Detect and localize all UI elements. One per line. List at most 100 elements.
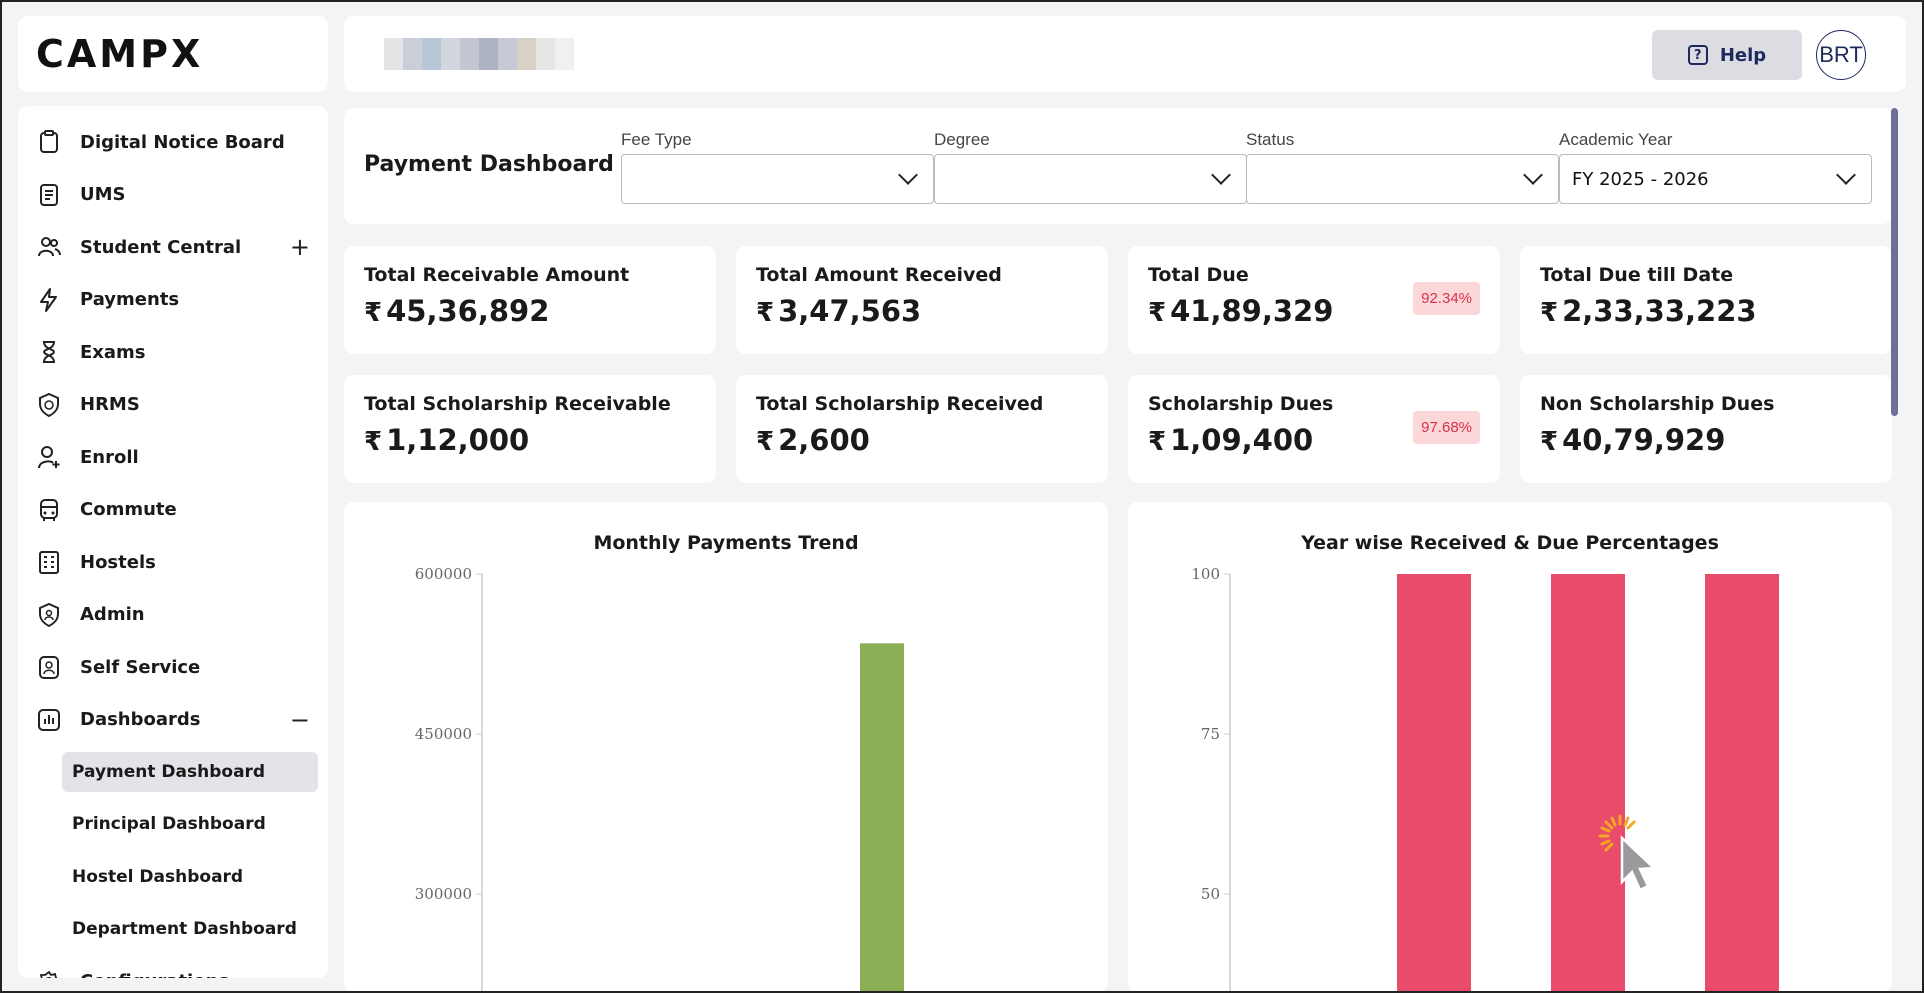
sidebar-item-hrms[interactable]: HRMS <box>18 379 328 432</box>
sidebar-item-exams[interactable]: Exams <box>18 326 328 379</box>
fee-type-select[interactable] <box>621 154 934 204</box>
sidebar-item-ums[interactable]: UMS <box>18 169 328 222</box>
document-icon <box>36 182 62 208</box>
percentage-badge: 92.34% <box>1413 282 1480 315</box>
user-avatar[interactable]: BRT <box>1816 30 1866 80</box>
stat-value: ₹2,600 <box>756 423 1088 457</box>
badge-icon <box>36 654 62 680</box>
help-label: Help <box>1719 44 1767 66</box>
sidebar-item-commute[interactable]: Commute <box>18 484 328 537</box>
mouse-cursor-icon <box>1598 814 1657 892</box>
sidebar-item-label: UMS <box>80 184 126 206</box>
sidebar-subitem-hostel-dashboard[interactable]: Hostel Dashboard <box>72 866 244 887</box>
status-filter: Status <box>1246 130 1559 204</box>
sidebar-subitem-principal-dashboard[interactable]: Principal Dashboard <box>72 814 266 835</box>
clipboard-icon <box>36 129 62 155</box>
stat-value: ₹2,33,33,223 <box>1540 294 1872 328</box>
sidebar-item-label: Exams <box>80 341 146 363</box>
help-button[interactable]: ? Help <box>1652 30 1802 80</box>
rupee-symbol: ₹ <box>1540 298 1559 328</box>
chart-bar[interactable] <box>1705 574 1779 992</box>
rupee-symbol: ₹ <box>756 298 775 328</box>
stat-label: Scholarship Dues <box>1148 393 1334 415</box>
sidebar-subitem-payment-dashboard[interactable]: Payment Dashboard <box>62 752 318 792</box>
sidebar-item-label: Admin <box>80 604 145 626</box>
degree-label: Degree <box>934 130 990 149</box>
rupee-symbol: ₹ <box>1148 427 1167 457</box>
stat-value: ₹40,79,929 <box>1540 423 1872 457</box>
stat-value: ₹3,47,563 <box>756 294 1088 328</box>
chart-bar[interactable] <box>1551 574 1625 992</box>
expand-icon[interactable]: + <box>289 233 310 262</box>
sidebar-item-label: Hostels <box>80 551 156 573</box>
lightning-icon <box>36 287 62 313</box>
chevron-down-icon <box>898 165 918 185</box>
y-tick-label: 50 <box>1201 885 1220 903</box>
sidebar-item-digital-notice-board[interactable]: Digital Notice Board <box>18 116 328 169</box>
yearwise-percentages-chart: 100 75 50 <box>1191 565 1779 992</box>
sidebar-item-label: Self Service <box>80 656 201 678</box>
rupee-symbol: ₹ <box>364 298 383 328</box>
sidebar-subitem-department-dashboard[interactable]: Department Dashboard <box>72 919 297 940</box>
page-scrollbar[interactable] <box>1891 108 1898 416</box>
sidebar-item-admin[interactable]: Admin <box>18 589 328 642</box>
bus-icon <box>36 497 62 523</box>
stat-label: Total Scholarship Receivable <box>364 393 671 415</box>
top-header: ? Help BRT <box>344 16 1906 92</box>
sidebar-item-label: Commute <box>80 499 177 521</box>
total-amount-received-card: Total Amount Received ₹3,47,563 <box>736 246 1108 354</box>
sidebar-item-hostels[interactable]: Hostels <box>18 536 328 589</box>
stat-amount: 1,09,400 <box>1170 423 1314 457</box>
sidebar-item-label: HRMS <box>80 394 140 416</box>
stat-amount: 1,12,000 <box>386 423 530 457</box>
stat-label: Non Scholarship Dues <box>1540 393 1775 415</box>
chevron-down-icon <box>1836 165 1856 185</box>
collapse-icon[interactable]: − <box>289 705 310 734</box>
total-receivable-amount-card: Total Receivable Amount ₹45,36,892 <box>344 246 716 354</box>
sidebar: Digital Notice Board UMS Student Central + P… <box>18 106 328 978</box>
academic-year-select[interactable]: FY 2025 - 2026 <box>1559 154 1872 204</box>
rupee-symbol: ₹ <box>364 427 383 457</box>
sidebar-item-enroll[interactable]: Enroll <box>18 431 328 484</box>
sidebar-item-label: Payments <box>80 289 180 311</box>
rupee-symbol: ₹ <box>1148 298 1167 328</box>
chevron-down-icon <box>1523 165 1543 185</box>
sidebar-item-self-service[interactable]: Self Service <box>18 641 328 694</box>
degree-filter: Degree <box>934 130 1247 204</box>
gear-icon <box>36 969 62 978</box>
building-icon <box>36 549 62 575</box>
y-tick-label: 450000 <box>415 725 472 743</box>
stat-amount: 2,33,33,223 <box>1562 294 1757 328</box>
total-due-card: Total Due ₹41,89,329 92.34% <box>1128 246 1500 354</box>
chart-title: Monthly Payments Trend <box>593 532 859 554</box>
status-label: Status <box>1246 130 1295 149</box>
stat-value: ₹1,09,400 <box>1148 423 1480 457</box>
fee-type-filter: Fee Type <box>621 130 934 204</box>
hourglass-icon <box>36 339 62 365</box>
sidebar-item-configurations[interactable]: Configurations <box>18 956 328 978</box>
stat-value: ₹45,36,892 <box>364 294 696 328</box>
logo-card: CAMPX <box>18 16 328 92</box>
chart-title: Year wise Received & Due Percentages <box>1301 532 1719 554</box>
stat-amount: 41,89,329 <box>1170 294 1334 328</box>
stat-label: Total Amount Received <box>756 264 1002 286</box>
degree-select[interactable] <box>934 154 1247 204</box>
sidebar-item-payments[interactable]: Payments <box>18 274 328 327</box>
monthly-payments-chart: 600000 450000 300000 <box>415 565 904 992</box>
stat-value: ₹1,12,000 <box>364 423 696 457</box>
sidebar-item-label: Digital Notice Board <box>80 131 285 153</box>
fee-type-label: Fee Type <box>621 130 692 149</box>
chevron-down-icon <box>1211 165 1231 185</box>
academic-year-label: Academic Year <box>1559 130 1673 149</box>
scholarship-dues-card: Scholarship Dues ₹1,09,400 97.68% <box>1128 375 1500 483</box>
sidebar-item-label: Dashboards <box>80 709 201 731</box>
status-select[interactable] <box>1246 154 1559 204</box>
user-add-icon <box>36 444 62 470</box>
chart-bar[interactable] <box>1397 574 1471 992</box>
chart-bar[interactable] <box>860 643 904 992</box>
campx-logo[interactable]: CAMPX <box>36 32 204 76</box>
sidebar-item-student-central[interactable]: Student Central + <box>18 221 328 274</box>
stat-amount: 45,36,892 <box>386 294 550 328</box>
sidebar-item-dashboards[interactable]: Dashboards − <box>18 694 328 747</box>
stat-label: Total Due till Date <box>1540 264 1734 286</box>
